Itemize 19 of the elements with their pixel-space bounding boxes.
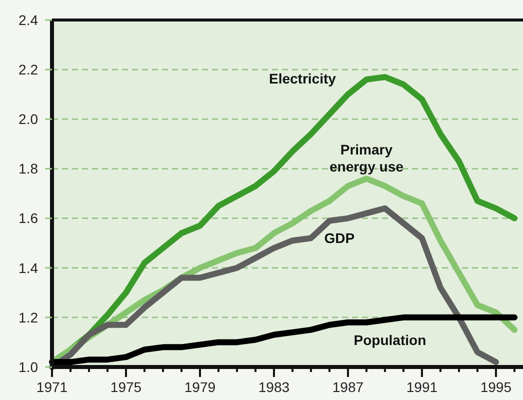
x-tick-label: 1979	[184, 379, 216, 395]
series-label: Population	[354, 332, 426, 348]
y-tick-label: 2.4	[18, 12, 38, 28]
x-tick-label: 1971	[36, 379, 68, 395]
series-label: GDP	[324, 230, 355, 246]
x-tick-label: 1995	[480, 379, 512, 395]
y-tick-label: 1.4	[18, 260, 38, 276]
x-tick-label: 1991	[406, 379, 438, 395]
x-tick-label: 1975	[110, 379, 142, 395]
series-label: Electricity	[269, 70, 336, 86]
series-label: Primary energy use	[330, 142, 404, 175]
x-tick-label: 1983	[258, 379, 290, 395]
y-tick-label: 1.8	[18, 160, 38, 177]
y-tick-label: 1.0	[18, 358, 38, 375]
y-tick-label: 2.0	[18, 111, 38, 128]
y-tick-label: 1.6	[18, 210, 38, 226]
y-tick-label: 2.2	[18, 61, 38, 78]
x-tick-label: 1987	[332, 379, 364, 395]
y-tick-label: 1.2	[18, 309, 38, 326]
